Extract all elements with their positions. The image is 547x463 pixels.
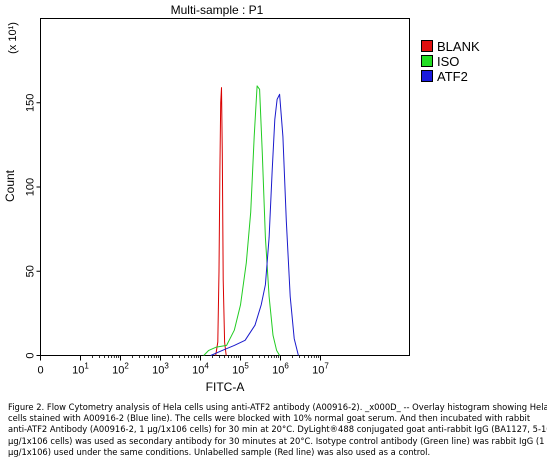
y-tick-label: 50 [25,265,37,277]
caption-line: anti-ATF2 Antibody (A00916-2, 1 µg/1x106… [8,424,547,435]
legend-label: BLANK [437,39,480,54]
x-tick-exponent: 3 [164,362,169,371]
x-tick-exponent: 2 [124,362,129,371]
y-tick-label: 150 [25,94,37,112]
legend-label: ATF2 [437,69,468,84]
x-tick-label: 0 [37,365,43,377]
series-line-iso [203,85,281,356]
x-tick-base: 10 [272,365,284,377]
x-tick-base: 10 [112,365,124,377]
legend-swatch-blank [421,40,433,52]
caption-line: Figure 2. Flow Cytometry analysis of Hel… [8,402,547,412]
x-tick-exponent: 4 [204,362,209,371]
x-tick-label: 105 [232,362,249,377]
y-axis-label: Count [3,169,17,202]
x-tick-label: 103 [152,362,169,377]
caption-line: µg/1x106 cells) was used as secondary an… [8,435,545,446]
plot-frame [40,18,410,356]
series-line-blank [215,87,227,356]
series-layer [203,85,299,356]
x-tick-base: 10 [72,365,84,377]
x-tick-label: 101 [72,362,89,377]
caption-line: µg/1x106) used under the same conditions… [8,446,431,457]
series-line-atf2 [210,93,299,356]
legend-swatch-atf2 [421,70,433,82]
x-tick-label: 107 [312,362,329,377]
y-tick-label: 100 [25,178,37,196]
x-tick-exponent: 5 [244,362,249,371]
x-tick-exponent: 1 [84,362,89,371]
x-tick-base: 0 [37,365,43,377]
x-axis-ticks: 0 101 102 103 104 105 106 107 [37,355,329,377]
chart-title: Multi-sample : P1 [171,3,264,17]
x-tick-base: 10 [312,365,324,377]
x-tick-label: 104 [192,362,209,377]
y-tick-label: 0 [25,352,37,358]
x-tick-label: 106 [272,362,289,377]
x-tick-exponent: 7 [324,362,329,371]
legend-label: ISO [437,54,459,69]
x-axis-label: FITC-A [206,380,245,394]
caption-line: cells stained with A00916-2 (Blue line).… [8,413,531,424]
figure-caption: Figure 2. Flow Cytometry analysis of Hel… [8,402,547,458]
flow-cytometry-histogram: Multi-sample : P1 (x 10¹) Count FITC-A 0… [3,3,480,394]
x-tick-base: 10 [192,365,204,377]
legend-swatch-iso [421,55,433,67]
y-axis-ticks: 0 50 100 150 [25,94,41,359]
x-tick-base: 10 [232,365,244,377]
x-tick-label: 102 [112,362,129,377]
y-axis-multiplier: (x 10¹) [7,22,19,54]
x-tick-base: 10 [152,365,164,377]
x-tick-exponent: 6 [284,362,289,371]
